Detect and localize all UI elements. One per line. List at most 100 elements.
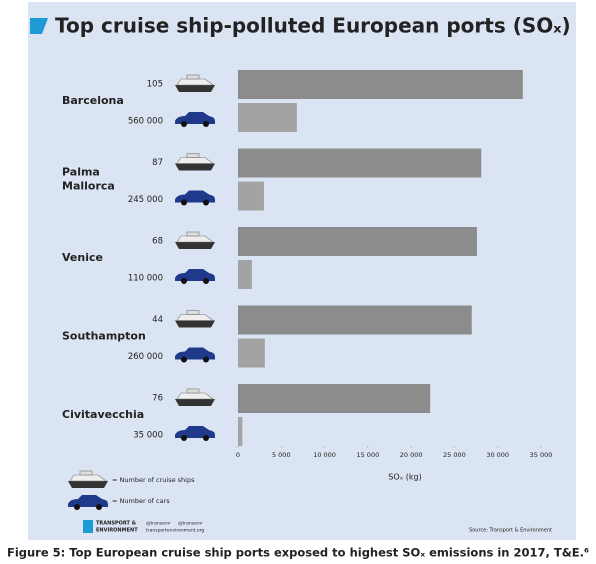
x-axis-label: SOₓ (kg) — [388, 473, 421, 482]
car-wheel — [181, 199, 187, 206]
car-wheel — [181, 121, 187, 127]
count-label: 35 000 — [133, 431, 163, 441]
bar — [238, 384, 431, 413]
ship-icon — [175, 231, 215, 249]
bar — [238, 181, 264, 211]
count-label: 110 000 — [128, 274, 163, 284]
car-wheel — [181, 435, 187, 441]
ship-body — [176, 314, 214, 321]
port-name: Barcelona — [62, 94, 124, 107]
car-icon — [68, 495, 108, 510]
x-tick-label: 5 000 — [272, 451, 291, 459]
ship-icon — [175, 74, 215, 92]
car-icon — [175, 190, 215, 206]
logo-text: TRANSPORT & — [96, 521, 137, 527]
ship-hull — [175, 163, 215, 171]
ship-deck — [186, 153, 200, 158]
bar — [238, 260, 252, 289]
logo-text: ENVIRONMENT — [96, 528, 138, 534]
car-body — [175, 269, 215, 281]
car-wheel — [181, 356, 187, 363]
count-label: 560 000 — [128, 117, 163, 127]
logo-mark — [83, 520, 93, 533]
car-wheel — [203, 121, 209, 127]
ship-icon — [175, 388, 215, 406]
ship-hull — [175, 242, 215, 249]
port-name-line: Palma — [62, 166, 100, 179]
ship-deck — [186, 231, 200, 237]
car-body — [175, 112, 215, 124]
car-body — [175, 347, 215, 360]
port-name-line: Southampton — [62, 330, 146, 343]
count-label: 87 — [152, 158, 163, 168]
car-icon — [175, 112, 215, 127]
count-label: 44 — [152, 315, 163, 325]
caption: Figure 5: Top European cruise ship ports… — [7, 546, 589, 560]
x-tick-label: 30 000 — [486, 451, 509, 459]
bar — [238, 227, 477, 256]
bar — [238, 338, 265, 368]
ship-body — [176, 157, 214, 164]
ship-body — [176, 235, 214, 243]
count-label: 105 — [147, 80, 163, 90]
bar — [238, 148, 482, 178]
x-tick-label: 15 000 — [356, 451, 379, 459]
ship-body — [176, 392, 214, 400]
legend-label: = Number of cruise ships — [112, 476, 195, 484]
car-icon — [175, 269, 215, 284]
car-body — [175, 190, 215, 203]
bar — [238, 103, 297, 132]
ship-icon — [68, 470, 108, 488]
port-name: Civitavecchia — [62, 408, 144, 421]
bar — [238, 305, 472, 335]
legend-label: = Number of cars — [112, 497, 170, 505]
x-tick-label: 25 000 — [443, 451, 466, 459]
ship-hull — [175, 399, 215, 406]
car-wheel — [203, 199, 209, 206]
car-icon — [175, 347, 215, 363]
car-wheel — [181, 278, 187, 284]
port-name-line: Civitavecchia — [62, 408, 144, 421]
ship-icon — [175, 310, 215, 328]
car-wheel — [96, 504, 102, 510]
ship-hull — [175, 320, 215, 328]
ship-hull — [68, 481, 108, 488]
car-wheel — [203, 278, 209, 284]
car-wheel — [74, 504, 80, 510]
bar — [238, 417, 243, 446]
ship-body — [176, 78, 214, 86]
ship-icon — [175, 153, 215, 171]
count-label: 245 000 — [128, 195, 163, 205]
ship-deck — [186, 74, 200, 80]
ship-body — [69, 474, 107, 482]
bar — [238, 70, 523, 99]
count-label: 260 000 — [128, 352, 163, 362]
x-tick-label: 35 000 — [530, 451, 553, 459]
car-wheel — [203, 356, 209, 363]
car-wheel — [203, 435, 209, 441]
port-name-line: Barcelona — [62, 94, 124, 107]
port-name-line: Venice — [62, 251, 103, 264]
x-tick-label: 20 000 — [400, 451, 423, 459]
port-name-line: Mallorca — [62, 180, 115, 193]
ship-hull — [175, 85, 215, 92]
x-tick-label: 10 000 — [313, 451, 336, 459]
title-marker — [30, 18, 48, 34]
car-body — [68, 495, 108, 507]
ship-deck — [79, 470, 93, 476]
ship-deck — [186, 310, 200, 315]
count-label: 76 — [152, 394, 163, 404]
chart-title: Top cruise ship-polluted European ports … — [55, 14, 571, 38]
count-label: 68 — [152, 237, 163, 247]
website: transportenvironment.org — [146, 528, 204, 534]
source: Source: Transport & Environment — [469, 528, 552, 534]
car-body — [175, 426, 215, 438]
port-name: Venice — [62, 251, 103, 264]
port-name: Southampton — [62, 330, 146, 343]
port-name: Palma Mallorca — [62, 166, 115, 193]
ship-deck — [186, 388, 200, 394]
twitter: @transenv — [146, 521, 171, 527]
car-icon — [175, 426, 215, 441]
facebook: @transenv — [178, 521, 203, 527]
